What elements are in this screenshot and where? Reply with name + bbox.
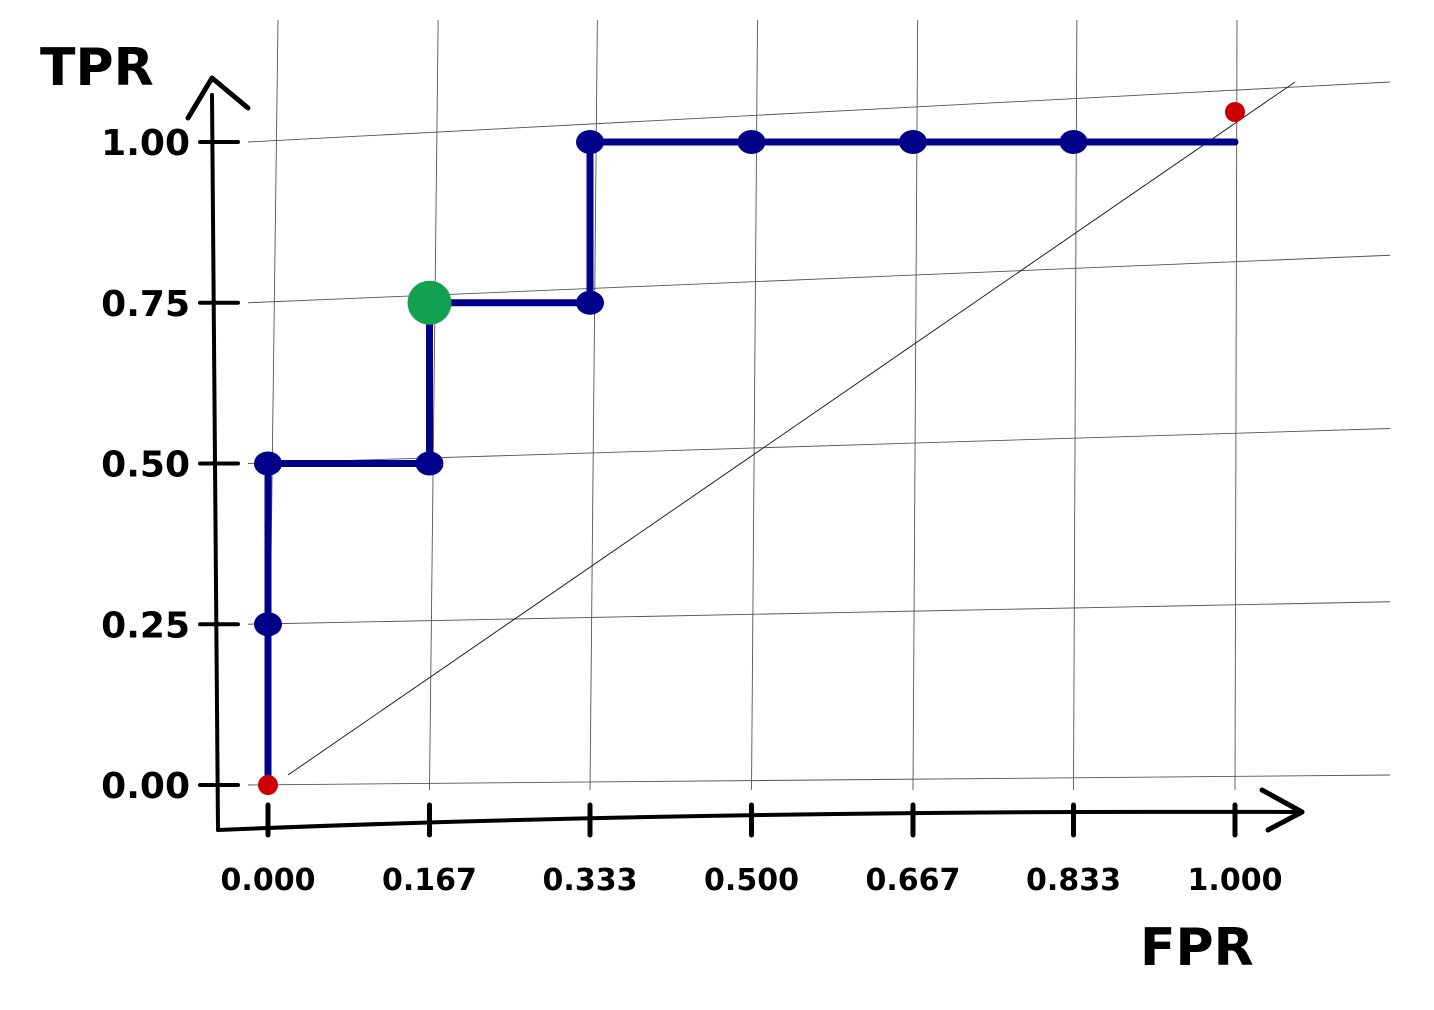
endpoint-marker <box>258 775 278 795</box>
grid-line-x <box>429 19 439 791</box>
highlight-point <box>407 280 452 325</box>
roc-point <box>898 130 927 154</box>
chance-diagonal <box>287 81 1296 776</box>
x-axis-arrow <box>1259 787 1305 833</box>
grid <box>247 19 1391 791</box>
roc-point <box>737 130 766 154</box>
roc-point <box>415 451 444 476</box>
x-tick-label: 0.833 <box>1026 863 1121 898</box>
y-axis-line <box>210 93 220 832</box>
labels: TPR FPR 0.00 0.25 0.50 0.75 1.00 0.000 0.167 0.… <box>40 38 1282 978</box>
roc-point <box>576 290 605 315</box>
x-tick-label: 0.333 <box>543 863 638 898</box>
axes <box>185 75 1305 838</box>
x-tick-label: 1.000 <box>1188 863 1283 898</box>
y-axis-arrow <box>185 75 251 121</box>
grid-line-y <box>247 81 1391 143</box>
y-tick-label: 0.25 <box>101 605 190 646</box>
y-tick-label: 0.75 <box>101 284 190 325</box>
y-tick-label: 0.00 <box>101 766 190 807</box>
grid-line-y <box>247 601 1391 625</box>
endpoint-marker <box>1225 102 1245 122</box>
diagonal-line <box>287 81 1296 776</box>
roc-point <box>1059 130 1088 154</box>
x-axis-line <box>216 809 1297 832</box>
markers <box>254 102 1245 795</box>
y-tick-label: 1.00 <box>101 123 190 164</box>
roc-point <box>576 130 605 154</box>
y-tick-label: 0.50 <box>101 445 190 486</box>
x-tick-label: 0.667 <box>866 863 961 898</box>
x-axis-title: FPR <box>1140 918 1254 978</box>
roc-point <box>254 612 282 637</box>
x-tick-label: 0.167 <box>382 863 477 898</box>
grid-line-x <box>1234 19 1238 791</box>
x-tick-label: 0.000 <box>221 863 316 898</box>
grid-line-y <box>247 774 1391 786</box>
x-tick-label: 0.500 <box>704 863 799 898</box>
y-axis-title: TPR <box>40 38 154 98</box>
roc-point <box>254 451 282 476</box>
